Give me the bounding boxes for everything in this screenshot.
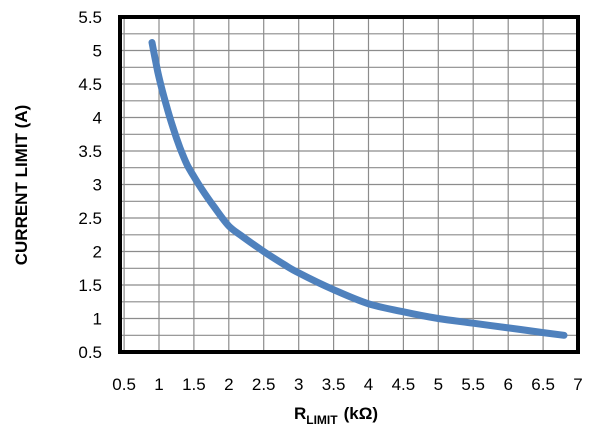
x-axis-label-subscript: LIMIT bbox=[306, 413, 338, 427]
x-axis-label-main: R bbox=[294, 404, 306, 423]
x-tick-label: 5 bbox=[434, 375, 443, 394]
x-tick-label: 0.5 bbox=[112, 375, 136, 394]
x-tick-label: 1.5 bbox=[182, 375, 206, 394]
y-tick-label: 2 bbox=[93, 243, 102, 262]
plot-frame bbox=[118, 15, 580, 354]
x-tick-label: 5.5 bbox=[461, 375, 485, 394]
y-tick-label: 5 bbox=[93, 42, 102, 61]
x-tick-label: 4 bbox=[364, 375, 373, 394]
x-tick-label: 4.5 bbox=[392, 375, 416, 394]
y-tick-label: 2.5 bbox=[78, 209, 102, 228]
grid bbox=[120, 17, 578, 352]
x-tick-label: 7 bbox=[573, 375, 582, 394]
y-tick-label: 1.5 bbox=[78, 276, 102, 295]
x-tick-label: 2 bbox=[224, 375, 233, 394]
x-tick-label: 6 bbox=[503, 375, 512, 394]
x-axis-label-unit: (kΩ) bbox=[344, 404, 378, 423]
y-tick-label: 3.5 bbox=[78, 142, 102, 161]
y-tick-label: 4 bbox=[93, 109, 102, 128]
y-axis-label: CURRENT LIMIT (A) bbox=[12, 105, 31, 266]
plot-area bbox=[148, 39, 568, 339]
x-tick-label: 1 bbox=[154, 375, 163, 394]
x-axis-tick-labels: 0.5 1 1.5 2 2.5 3 3.5 4 4.5 5 5.5 6 6.5 7 bbox=[112, 375, 582, 394]
x-tick-label: 3 bbox=[294, 375, 303, 394]
x-tick-label: 3.5 bbox=[322, 375, 346, 394]
y-tick-label: 3 bbox=[93, 176, 102, 195]
y-tick-label: 4.5 bbox=[78, 75, 102, 94]
x-tick-label: 2.5 bbox=[252, 375, 276, 394]
x-axis-label: RLIMIT (kΩ) bbox=[294, 404, 378, 427]
current-limit-series-line bbox=[148, 39, 568, 339]
y-axis-tick-labels: 0.5 1 1.5 2 2.5 3 3.5 4 4.5 5 5.5 bbox=[78, 8, 102, 362]
x-tick-label: 6.5 bbox=[531, 375, 555, 394]
y-tick-label: 1 bbox=[93, 310, 102, 329]
y-tick-label: 5.5 bbox=[78, 8, 102, 27]
y-tick-label: 0.5 bbox=[78, 343, 102, 362]
